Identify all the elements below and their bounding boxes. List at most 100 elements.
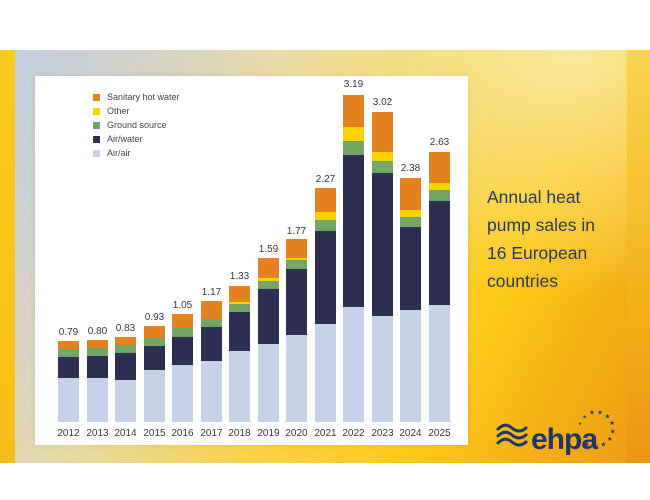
bar-segment-air-air — [144, 370, 165, 422]
bar-segment-other — [372, 152, 393, 161]
bar-segment-sanitary-hot-water — [201, 301, 222, 319]
svg-text:★: ★ — [607, 435, 613, 443]
svg-text:★: ★ — [589, 409, 595, 417]
bar-2016: 1.05 2016 — [171, 300, 193, 439]
bar-value-label: 2.27 — [315, 174, 336, 185]
bar-2012: 0.79 2012 — [57, 327, 79, 439]
bar-segment-other — [315, 212, 336, 220]
legend-item: Ground source — [93, 120, 180, 130]
bar-segment-air-water — [315, 231, 336, 324]
bar-segment-air-water — [172, 337, 193, 365]
bar-segment-sanitary-hot-water — [429, 152, 450, 183]
chart-legend: Sanitary hot water Other Ground source Air/… — [93, 92, 180, 162]
bar-segment-air-air — [372, 316, 393, 422]
svg-text:★: ★ — [585, 442, 590, 448]
bar-segment-ground-source — [58, 349, 79, 357]
bar-2014: 0.83 2014 — [114, 323, 136, 439]
bar-value-label: 0.93 — [144, 312, 165, 323]
x-axis-year-label: 2015 — [143, 428, 166, 439]
bar-segment-sanitary-hot-water — [400, 178, 421, 210]
svg-text:★: ★ — [600, 440, 606, 448]
x-axis-year-label: 2016 — [171, 428, 194, 439]
bar-segment-ground-source — [343, 141, 364, 155]
bar-segment-other — [286, 258, 307, 260]
bar-2023: 3.02 2023 — [371, 97, 393, 439]
bar-segment-air-air — [229, 351, 250, 422]
bar-segment-air-air — [315, 324, 336, 422]
bar-2019: 1.59 2019 — [257, 244, 279, 439]
ehpa-logo: ehpa ★ ★ ★ ★ ★ ★ ★ ★ ★ ★ ★ — [495, 408, 623, 456]
bar-segment-other — [229, 302, 250, 304]
bar-value-label: 1.17 — [201, 287, 222, 298]
legend-label: Ground source — [107, 120, 167, 130]
bar-value-label: 1.77 — [286, 226, 307, 237]
x-axis-year-label: 2021 — [314, 428, 337, 439]
bar-segment-air-water — [58, 357, 79, 378]
x-axis-year-label: 2025 — [428, 428, 451, 439]
bar-value-label: 1.59 — [258, 244, 279, 255]
legend-swatch-icon — [93, 149, 100, 157]
bar-segment-ground-source — [372, 161, 393, 173]
bar-segment-sanitary-hot-water — [115, 337, 136, 345]
bar-segment-ground-source — [115, 345, 136, 353]
bar-segment-sanitary-hot-water — [315, 188, 336, 212]
bar-segment-air-water — [229, 312, 250, 351]
bar-segment-air-water — [258, 289, 279, 344]
x-axis-year-label: 2019 — [257, 428, 280, 439]
legend-swatch-icon — [93, 107, 100, 115]
legend-item: Air/air — [93, 148, 180, 158]
bar-segment-air-water — [429, 201, 450, 305]
bar-segment-air-air — [343, 307, 364, 422]
legend-label: Air/air — [107, 148, 131, 158]
bar-value-label: 1.33 — [229, 271, 250, 282]
x-axis-year-label: 2013 — [86, 428, 109, 439]
bar-2025: 2.63 2025 — [428, 137, 450, 439]
x-axis-year-label: 2018 — [228, 428, 251, 439]
bar-value-label: 0.83 — [115, 323, 136, 334]
svg-text:★: ★ — [604, 412, 610, 420]
svg-text:★: ★ — [582, 414, 587, 420]
x-axis-year-label: 2020 — [285, 428, 308, 439]
bar-segment-ground-source — [229, 304, 250, 312]
bar-segment-other — [400, 210, 421, 217]
bar-segment-sanitary-hot-water — [286, 239, 307, 258]
bar-segment-air-water — [343, 155, 364, 307]
bar-segment-air-air — [201, 361, 222, 422]
bar-segment-air-water — [286, 269, 307, 335]
bar-segment-sanitary-hot-water — [58, 341, 79, 349]
chart-title-line: pump sales in — [487, 215, 595, 235]
bar-segment-sanitary-hot-water — [172, 314, 193, 328]
ehpa-logo-graphic: ehpa ★ ★ ★ ★ ★ ★ ★ ★ ★ ★ ★ — [496, 409, 616, 456]
bar-segment-air-water — [115, 353, 136, 380]
bar-value-label: 0.79 — [58, 327, 79, 338]
legend-swatch-icon — [93, 121, 100, 129]
legend-item: Other — [93, 106, 180, 116]
bar-segment-ground-source — [429, 190, 450, 201]
bar-segment-ground-source — [258, 281, 279, 289]
bar-segment-air-air — [172, 365, 193, 422]
x-axis-year-label: 2024 — [399, 428, 422, 439]
bar-segment-ground-source — [286, 260, 307, 269]
bar-2022: 3.19 2022 — [342, 79, 364, 439]
bar-2024: 2.38 2024 — [399, 163, 421, 439]
bar-2015: 0.93 2015 — [143, 312, 165, 439]
bar-segment-ground-source — [172, 328, 193, 337]
legend-item: Air/water — [93, 134, 180, 144]
bar-segment-air-water — [87, 356, 108, 378]
bar-2017: 1.17 2017 — [200, 287, 222, 439]
legend-swatch-icon — [93, 93, 100, 101]
ehpa-wordmark: ehpa — [531, 423, 598, 456]
x-axis-year-label: 2017 — [200, 428, 223, 439]
bar-segment-air-air — [400, 310, 421, 422]
x-axis-year-label: 2023 — [371, 428, 394, 439]
bar-value-label: 3.19 — [343, 79, 364, 90]
x-axis-year-label: 2014 — [114, 428, 137, 439]
bar-segment-sanitary-hot-water — [229, 286, 250, 302]
x-axis-year-label: 2012 — [57, 428, 80, 439]
bar-segment-air-air — [58, 378, 79, 422]
legend-label: Air/water — [107, 134, 143, 144]
bar-segment-ground-source — [201, 319, 222, 327]
legend-item: Sanitary hot water — [93, 92, 180, 102]
bar-segment-other — [429, 183, 450, 190]
bar-2013: 0.80 2013 — [86, 326, 108, 439]
